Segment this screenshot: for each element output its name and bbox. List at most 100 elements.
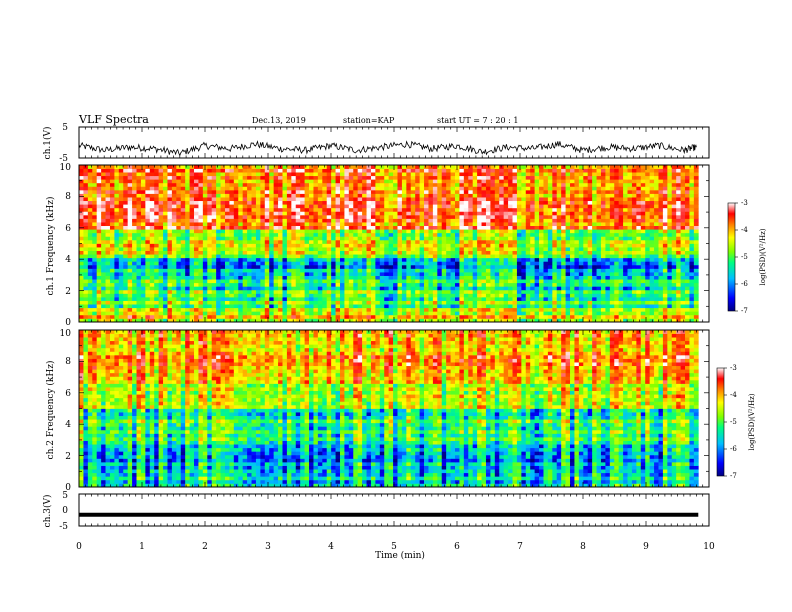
spectrogram-cell <box>313 204 319 209</box>
spectrogram-cell <box>194 232 199 237</box>
spectrogram-cell <box>631 282 637 287</box>
spectrogram-cell <box>149 214 155 219</box>
spectrogram-cell <box>512 268 518 273</box>
spectrogram-cell <box>370 243 376 248</box>
spectrogram-cell <box>424 239 429 244</box>
spectrogram-cell <box>335 207 341 212</box>
spectrogram-cell <box>600 272 606 276</box>
spectrogram-cell <box>623 243 628 248</box>
spectrogram-cell <box>79 282 84 287</box>
spectrogram-cell <box>530 257 535 262</box>
spectrogram-cell <box>667 289 673 294</box>
spectrogram-cell <box>481 304 487 309</box>
spectrogram-cell <box>685 200 690 205</box>
spectrogram-cell <box>79 236 84 241</box>
spectrogram-cell <box>357 232 363 237</box>
spectrogram-cell <box>317 239 323 244</box>
spectrogram-cell <box>282 261 288 266</box>
spectrogram-cell <box>614 261 620 266</box>
spectrogram-cell <box>322 200 328 205</box>
spectrogram-cell <box>194 239 199 244</box>
spectrogram-cell <box>534 243 540 248</box>
spectrogram-cell <box>331 268 336 273</box>
spectrogram-cell <box>680 247 686 251</box>
spectrogram-cell <box>640 207 646 212</box>
spectrogram-cell <box>132 218 137 223</box>
spectrogram-cell <box>79 239 84 244</box>
spectrogram-cell <box>238 293 244 298</box>
spectrogram-cell <box>459 289 465 294</box>
spectrogram-cell <box>171 207 177 212</box>
spectrogram-cell <box>397 222 403 227</box>
spectrogram-cell <box>264 229 270 234</box>
spectrogram-cell <box>207 236 213 241</box>
spectrogram-cell <box>154 218 159 223</box>
spectrogram-cell <box>578 211 584 216</box>
spectrogram-cell <box>570 261 575 266</box>
spectrogram-cell <box>658 275 664 280</box>
spectrogram-cell <box>357 222 363 227</box>
spectrogram-cell <box>357 239 363 244</box>
spectrogram-cell <box>693 211 699 216</box>
spectrogram-cell <box>83 218 89 223</box>
spectrogram-cell <box>242 268 248 273</box>
spectrogram-cell <box>229 297 235 301</box>
spectrogram-cell <box>415 300 420 305</box>
spectrogram-cell <box>583 318 589 323</box>
spectrogram-cell <box>477 211 482 216</box>
spectrogram-cell <box>348 218 354 223</box>
spectrogram-cell <box>136 282 142 287</box>
spectrogram-cell <box>583 207 589 212</box>
spectrogram-cell <box>127 204 133 209</box>
spectrogram-cell <box>158 286 164 291</box>
spectrogram-cell <box>543 261 549 266</box>
spectrogram-cell <box>96 204 102 209</box>
spectrogram-cell <box>578 232 584 237</box>
spectrogram-cell <box>583 218 589 223</box>
spectrogram-cell <box>631 264 637 269</box>
spectrogram-cell <box>446 247 451 251</box>
spectrogram-cell <box>282 236 288 241</box>
spectrogram-cell <box>693 289 699 294</box>
spectrogram-cell <box>353 318 359 323</box>
spectrogram-cell <box>662 250 668 255</box>
spectrogram-cell <box>393 243 398 248</box>
spectrogram-cell <box>424 257 429 262</box>
spectrogram-cell <box>211 254 217 259</box>
spectrogram-cell <box>300 307 305 312</box>
spectrogram-cell <box>609 275 615 280</box>
spectrogram-cell <box>375 225 381 230</box>
spectrogram-cell <box>211 314 217 319</box>
spectrogram-cell <box>92 218 98 223</box>
spectrogram-cell <box>614 311 620 316</box>
spectrogram-cell <box>357 229 363 234</box>
spectrogram-cell <box>158 250 164 255</box>
spectrogram-cell <box>370 261 376 266</box>
spectrogram-cell <box>472 200 478 205</box>
spectrogram-cell <box>503 214 509 219</box>
spectrogram-cell <box>286 207 292 212</box>
spectrogram-cell <box>419 275 425 280</box>
spectrogram-cell <box>105 243 111 248</box>
spectrogram-cell <box>521 254 527 259</box>
spectrogram-cell <box>216 247 221 251</box>
spectrogram-cell <box>313 200 319 205</box>
spectrogram-cell <box>278 211 283 216</box>
spectrogram-cell <box>521 300 527 305</box>
spectrogram-cell <box>233 218 239 223</box>
spectrogram-cell <box>446 314 451 319</box>
spectrogram-cell <box>109 261 115 266</box>
spectrogram-cell <box>132 286 137 291</box>
spectrogram-cell <box>127 311 133 316</box>
spectrogram-cell <box>101 314 106 319</box>
spectrogram-cell <box>432 257 438 262</box>
spectrogram-cell <box>654 282 659 287</box>
spectrogram-cell <box>278 222 283 227</box>
spectrogram-cell <box>397 257 403 262</box>
spectrogram-cell <box>216 214 221 219</box>
spectrogram-cell <box>278 243 283 248</box>
spectrogram-cell <box>145 318 151 323</box>
spectrogram-cell <box>494 257 500 262</box>
spectrogram-cell <box>189 250 195 255</box>
spectrogram-cell <box>662 200 668 205</box>
